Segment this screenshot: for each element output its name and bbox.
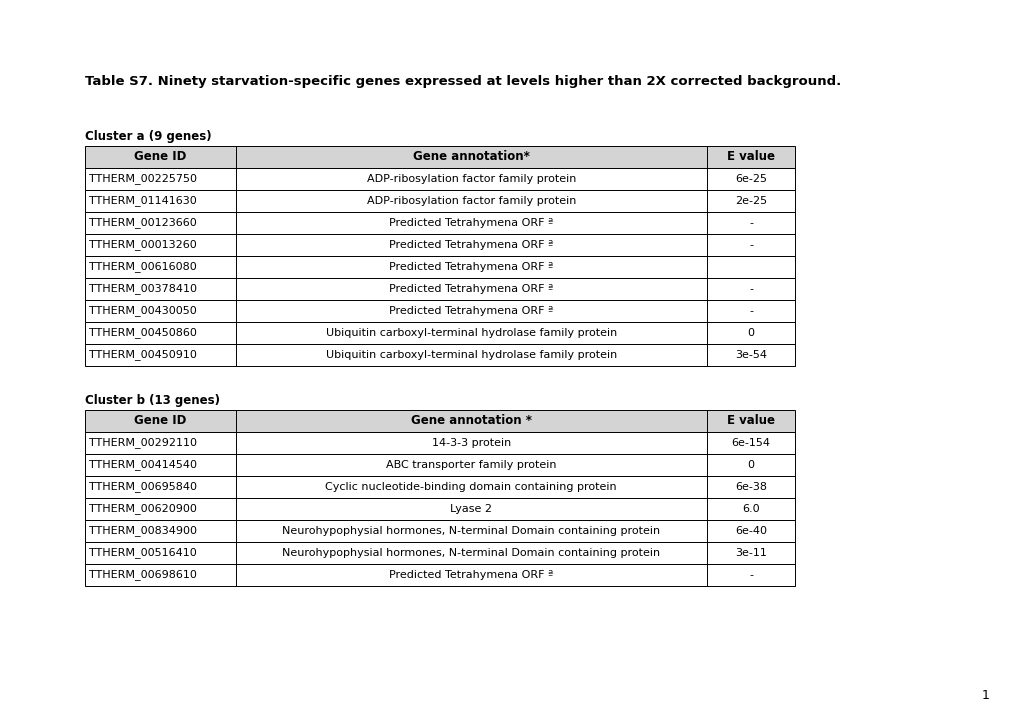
Text: -: - — [748, 284, 752, 294]
Text: Neurohypophysial hormones, N-terminal Domain containing protein: Neurohypophysial hormones, N-terminal Do… — [282, 548, 659, 558]
Bar — [85, 542, 794, 564]
Bar — [85, 190, 794, 212]
Text: 2e-25: 2e-25 — [735, 196, 766, 206]
Text: Lyase 2: Lyase 2 — [449, 504, 492, 514]
Text: TTHERM_00698610: TTHERM_00698610 — [89, 570, 197, 580]
Text: -: - — [748, 218, 752, 228]
Bar — [85, 278, 794, 300]
Text: Predicted Tetrahymena ORF ª: Predicted Tetrahymena ORF ª — [388, 240, 553, 250]
Text: Gene annotation*: Gene annotation* — [413, 150, 529, 163]
Bar — [85, 256, 794, 278]
Bar — [85, 454, 794, 476]
Text: TTHERM_00516410: TTHERM_00516410 — [89, 547, 197, 559]
Bar — [85, 212, 794, 234]
Text: TTHERM_00414540: TTHERM_00414540 — [89, 459, 197, 470]
Bar — [85, 168, 794, 190]
Text: 6e-25: 6e-25 — [735, 174, 766, 184]
Text: TTHERM_00620900: TTHERM_00620900 — [89, 503, 197, 515]
Text: 6e-38: 6e-38 — [735, 482, 766, 492]
Text: Ubiquitin carboxyl-terminal hydrolase family protein: Ubiquitin carboxyl-terminal hydrolase fa… — [325, 328, 616, 338]
Text: Predicted Tetrahymena ORF ª: Predicted Tetrahymena ORF ª — [388, 306, 553, 316]
Text: 1: 1 — [981, 689, 989, 702]
Text: Cluster b (13 genes): Cluster b (13 genes) — [85, 394, 220, 407]
Text: TTHERM_00616080: TTHERM_00616080 — [89, 261, 197, 272]
Text: TTHERM_01141630: TTHERM_01141630 — [89, 196, 197, 207]
Text: TTHERM_00292110: TTHERM_00292110 — [89, 438, 197, 449]
Text: Cluster a (9 genes): Cluster a (9 genes) — [85, 130, 211, 143]
Text: Ubiquitin carboxyl-terminal hydrolase family protein: Ubiquitin carboxyl-terminal hydrolase fa… — [325, 350, 616, 360]
Text: Neurohypophysial hormones, N-terminal Domain containing protein: Neurohypophysial hormones, N-terminal Do… — [282, 526, 659, 536]
Text: E value: E value — [727, 415, 774, 428]
Bar — [85, 476, 794, 498]
Text: TTHERM_00834900: TTHERM_00834900 — [89, 526, 197, 536]
Text: TTHERM_00378410: TTHERM_00378410 — [89, 284, 197, 294]
Bar — [85, 234, 794, 256]
Text: TTHERM_00695840: TTHERM_00695840 — [89, 482, 197, 492]
Text: 6e-154: 6e-154 — [731, 438, 769, 448]
Text: Predicted Tetrahymena ORF ª: Predicted Tetrahymena ORF ª — [388, 284, 553, 294]
Text: ABC transporter family protein: ABC transporter family protein — [385, 460, 556, 470]
Text: 3e-54: 3e-54 — [735, 350, 766, 360]
Bar — [85, 146, 794, 168]
Text: -: - — [748, 240, 752, 250]
Text: 0: 0 — [747, 328, 754, 338]
Bar — [85, 300, 794, 322]
Text: TTHERM_00013260: TTHERM_00013260 — [89, 240, 197, 251]
Text: ADP-ribosylation factor family protein: ADP-ribosylation factor family protein — [366, 196, 576, 206]
Text: TTHERM_00450860: TTHERM_00450860 — [89, 328, 197, 338]
Text: E value: E value — [727, 150, 774, 163]
Text: 0: 0 — [747, 460, 754, 470]
Bar — [85, 410, 794, 432]
Bar — [85, 564, 794, 586]
Text: TTHERM_00123660: TTHERM_00123660 — [89, 217, 197, 228]
Text: Cyclic nucleotide-binding domain containing protein: Cyclic nucleotide-binding domain contain… — [325, 482, 616, 492]
Text: -: - — [748, 306, 752, 316]
Text: ADP-ribosylation factor family protein: ADP-ribosylation factor family protein — [366, 174, 576, 184]
Bar — [85, 498, 794, 520]
Text: Table S7. Ninety starvation-specific genes expressed at levels higher than 2X co: Table S7. Ninety starvation-specific gen… — [85, 75, 841, 88]
Text: Predicted Tetrahymena ORF ª: Predicted Tetrahymena ORF ª — [388, 570, 553, 580]
Text: Gene ID: Gene ID — [133, 150, 186, 163]
Text: Predicted Tetrahymena ORF ª: Predicted Tetrahymena ORF ª — [388, 262, 553, 272]
Text: Predicted Tetrahymena ORF ª: Predicted Tetrahymena ORF ª — [388, 218, 553, 228]
Text: TTHERM_00430050: TTHERM_00430050 — [89, 305, 197, 317]
Bar — [85, 520, 794, 542]
Bar — [85, 322, 794, 344]
Text: 6e-40: 6e-40 — [735, 526, 766, 536]
Bar — [85, 432, 794, 454]
Text: Gene ID: Gene ID — [133, 415, 186, 428]
Text: -: - — [748, 570, 752, 580]
Text: TTHERM_00450910: TTHERM_00450910 — [89, 349, 197, 361]
Text: 3e-11: 3e-11 — [735, 548, 766, 558]
Text: Gene annotation *: Gene annotation * — [411, 415, 531, 428]
Text: 14-3-3 protein: 14-3-3 protein — [431, 438, 511, 448]
Bar — [85, 344, 794, 366]
Text: TTHERM_00225750: TTHERM_00225750 — [89, 174, 197, 184]
Text: 6.0: 6.0 — [742, 504, 759, 514]
